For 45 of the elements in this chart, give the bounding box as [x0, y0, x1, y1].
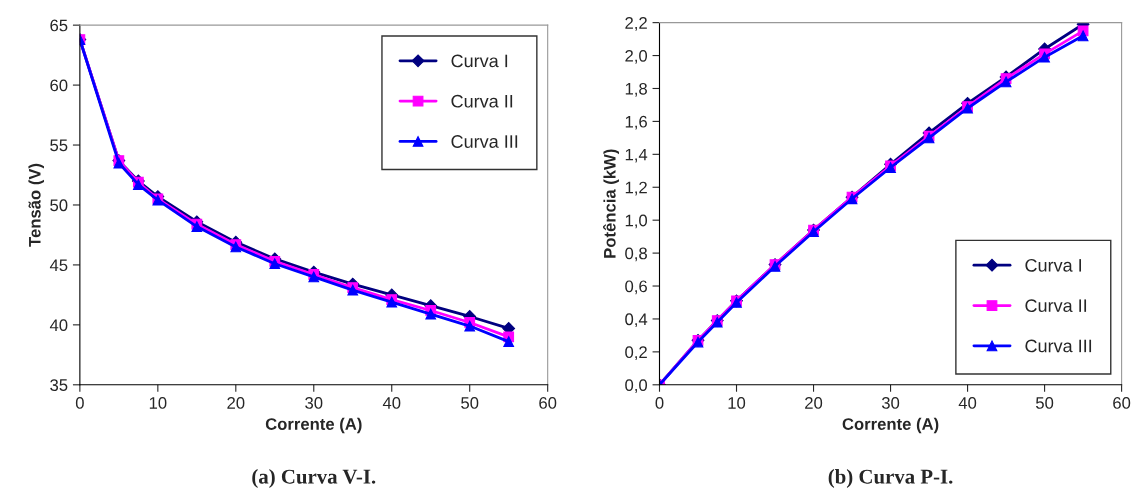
legend-label: Curva III — [1025, 339, 1092, 353]
y-tick-label: 2,0 — [625, 49, 648, 64]
y-tick-label: 55 — [50, 139, 68, 152]
y-tick-label: 1,8 — [625, 82, 647, 97]
x-tick-label: 20 — [805, 397, 823, 409]
y-tick-label: 1,6 — [625, 115, 647, 130]
x-tick-label: 30 — [881, 397, 900, 409]
y-tick-label: 65 — [50, 19, 68, 32]
x-tick-label: 40 — [958, 397, 977, 409]
x-tick-label: 60 — [539, 397, 557, 409]
text: (a) Curva V-I. — [252, 469, 376, 488]
legend-label: Curva II — [1025, 299, 1087, 313]
legend-label: Curva II — [451, 94, 513, 108]
y-tick-label: 1,4 — [625, 148, 648, 163]
x-tick-label: 10 — [728, 397, 746, 409]
y-tick-label: 35 — [50, 379, 68, 391]
y-tick-label: 0,2 — [625, 346, 647, 361]
y-tick-label: 2,2 — [625, 17, 647, 31]
y-axis-title: Tensão (V) — [28, 163, 44, 247]
x-tick-label: 20 — [227, 397, 245, 409]
legend-label: Curva III — [451, 135, 518, 148]
y-tick-label: 60 — [50, 79, 68, 92]
y-tick-label: 40 — [49, 319, 68, 332]
x-tick-label: 40 — [382, 397, 401, 409]
legend-label: Curva I — [451, 54, 508, 68]
x-tick-label: 50 — [1035, 397, 1054, 409]
x-axis-title: Corrente (A) — [842, 417, 939, 434]
y-axis-title: Potência (kW) — [603, 149, 619, 258]
x-tick-label: 10 — [149, 397, 167, 409]
x-tick-label: 0 — [75, 397, 84, 409]
y-tick-label: 0,8 — [625, 247, 647, 262]
y-tick-label: 45 — [49, 259, 68, 272]
text: (b) Curva P-I. — [828, 469, 953, 488]
y-tick-label: 50 — [50, 199, 68, 212]
x-tick-label: 30 — [305, 397, 323, 409]
y-tick-label: 0,4 — [625, 313, 648, 328]
y-tick-label: 1,2 — [625, 181, 647, 196]
x-tick-label: 50 — [461, 397, 479, 409]
x-tick-label: 60 — [1113, 397, 1131, 409]
x-axis-title: Corrente (A) — [265, 417, 362, 434]
x-tick-label: 0 — [655, 397, 664, 409]
legend-label: Curva I — [1025, 258, 1082, 272]
y-tick-label: 0,6 — [625, 280, 647, 295]
y-tick-label: 1,0 — [625, 214, 648, 229]
y-tick-label: 0,0 — [625, 379, 648, 393]
